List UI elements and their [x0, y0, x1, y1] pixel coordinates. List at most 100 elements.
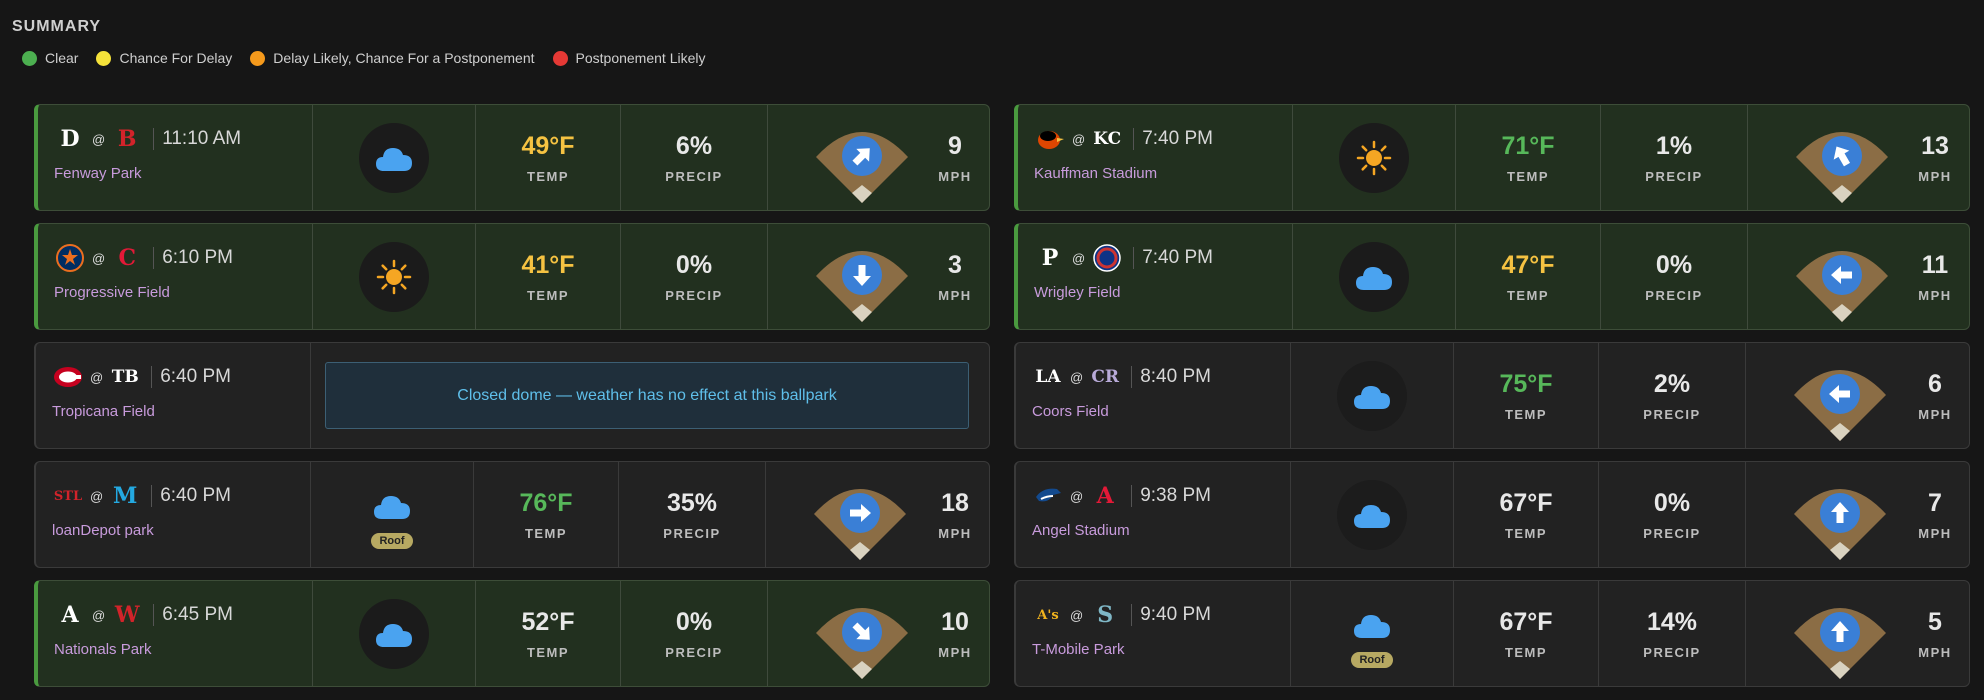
ballpark-name[interactable]: Fenway Park — [54, 165, 142, 182]
wind-field-icon — [1796, 132, 1888, 203]
ballpark-name[interactable]: Wrigley Field — [1034, 284, 1121, 301]
wind-speed: 3 MPH — [935, 224, 975, 329]
legend-item: Chance For Delay — [96, 50, 232, 66]
ballpark-name[interactable]: Progressive Field — [54, 284, 170, 301]
at-symbol: @ — [1072, 131, 1086, 147]
precipitation-value: 2% — [1653, 369, 1691, 398]
temperature-label: TEMP — [526, 287, 570, 303]
legend-label: Clear — [45, 50, 79, 66]
at-symbol: @ — [92, 250, 106, 266]
ballpark-name[interactable]: Nationals Park — [54, 641, 152, 658]
wind-speed-label: MPH — [1918, 644, 1952, 660]
page-title: SUMMARY — [12, 18, 102, 35]
weather-icon-circle — [359, 122, 429, 193]
game-info: @ TB 6:40 PM Tropicana Field — [36, 343, 311, 448]
ballpark-name[interactable]: Coors Field — [1032, 403, 1109, 420]
game-card[interactable]: A's @ S 9:40 PM T-Mobile Park Roof 67°F TEMP 14%… — [1014, 580, 1970, 687]
wind-cell: 18 MPH — [766, 462, 989, 567]
legend-dot — [96, 50, 112, 66]
wind-speed-label: MPH — [1918, 168, 1952, 184]
precipitation-cell: 0% PRECIP — [621, 581, 768, 686]
cloud-icon — [1354, 504, 1390, 528]
game-info: A's @ S 9:40 PM T-Mobile Park — [1016, 581, 1291, 686]
game-info: @ A 9:38 PM Angel Stadium — [1016, 462, 1291, 567]
games-grid: D @ B 11:10 AM Fenway Park 49°F TEMP 6% PRECIP 9 M… — [34, 104, 1970, 687]
legend-dot — [250, 50, 266, 66]
ballpark-name[interactable]: Kauffman Stadium — [1034, 165, 1158, 182]
temperature-label: TEMP — [1504, 525, 1548, 541]
wind-speed-value: 5 — [1928, 607, 1942, 636]
ballpark-name[interactable]: Angel Stadium — [1032, 522, 1130, 539]
temperature-value: 49°F — [521, 131, 575, 160]
ballpark-name[interactable]: loanDepot park — [52, 522, 154, 539]
precipitation-cell: 35% PRECIP — [619, 462, 766, 567]
roof-badge: Roof — [1351, 651, 1393, 668]
cloud-icon — [376, 147, 412, 171]
weather-icon-circle — [1339, 241, 1409, 312]
matchup: @ A 9:38 PM — [1032, 478, 1290, 514]
precipitation-value: 0% — [675, 607, 713, 636]
weather-cell — [1291, 343, 1454, 448]
wind-cell: 6 MPH — [1746, 343, 1969, 448]
astros-logo-icon — [56, 244, 84, 272]
game-card[interactable]: @ A 9:38 PM Angel Stadium 67°F TEMP 0% PRECIP 7 M… — [1014, 461, 1970, 568]
precipitation-cell: 0% PRECIP — [621, 224, 768, 329]
matchup: @ KC 7:40 PM — [1034, 121, 1292, 157]
matchup: @ C 6:10 PM — [54, 240, 312, 276]
game-card[interactable]: @ C 6:10 PM Progressive Field 41°F TEMP 0% PREC… — [34, 223, 990, 330]
temperature-cell: 52°F TEMP — [476, 581, 621, 686]
game-card[interactable]: LA @ CR 8:40 PM Coors Field 75°F TEMP 2% PRECIP 6… — [1014, 342, 1970, 449]
precipitation-cell: 0% PRECIP — [1599, 462, 1746, 567]
game-card[interactable]: A @ W 6:45 PM Nationals Park 52°F TEMP 0% PRECIP… — [34, 580, 990, 687]
away-team-logo — [52, 361, 84, 393]
game-card[interactable]: @ TB 6:40 PM Tropicana Field Closed dome — w… — [34, 342, 990, 449]
sun-icon — [1356, 140, 1392, 175]
temperature-label: TEMP — [526, 168, 570, 184]
weather-icon-circle — [1337, 600, 1407, 650]
cloud-icon — [1356, 266, 1392, 290]
cloud-icon — [1354, 614, 1390, 638]
wind-speed: 18 MPH — [935, 462, 975, 567]
precipitation-label: PRECIP — [663, 525, 721, 541]
temperature-value: 71°F — [1501, 131, 1555, 160]
away-team-logo — [54, 242, 86, 274]
wind-cell: 9 MPH — [768, 105, 989, 210]
precipitation-label: PRECIP — [1645, 287, 1703, 303]
wind-field-icon — [1794, 608, 1886, 679]
matchup: A's @ S 9:40 PM — [1032, 597, 1290, 633]
at-symbol: @ — [1072, 250, 1086, 266]
matchup: @ TB 6:40 PM — [52, 359, 310, 395]
wind-field-icon — [1794, 370, 1886, 441]
game-card[interactable]: @ KC 7:40 PM Kauffman Stadium 71°F TEMP 1% PREC… — [1014, 104, 1970, 211]
precipitation-cell: 1% PRECIP — [1601, 105, 1748, 210]
game-info: D @ B 11:10 AM Fenway Park — [38, 105, 313, 210]
precipitation-label: PRECIP — [1643, 525, 1701, 541]
precipitation-value: 0% — [675, 250, 713, 279]
away-team-logo: STL — [53, 488, 83, 504]
temperature-cell: 41°F TEMP — [476, 224, 621, 329]
game-info: @ KC 7:40 PM Kauffman Stadium — [1018, 105, 1293, 210]
at-symbol: @ — [1070, 369, 1084, 385]
ballpark-name[interactable]: Tropicana Field — [52, 403, 155, 420]
precipitation-label: PRECIP — [665, 287, 723, 303]
game-card[interactable]: D @ B 11:10 AM Fenway Park 49°F TEMP 6% PRECIP 9 M… — [34, 104, 990, 211]
home-team-logo: B — [117, 126, 137, 152]
temperature-value: 67°F — [1499, 488, 1553, 517]
wind-cell: 10 MPH — [768, 581, 989, 686]
status-legend: Clear Chance For Delay Delay Likely, Chanc… — [22, 50, 705, 66]
weather-icon-circle — [1339, 122, 1409, 193]
game-card[interactable]: STL @ M 6:40 PM loanDepot park Roof 76°F TEMP 35… — [34, 461, 990, 568]
weather-cell — [313, 224, 476, 329]
weather-icon-circle — [1337, 479, 1407, 550]
wind-field-icon — [814, 489, 906, 560]
wind-speed: 11 MPH — [1915, 224, 1955, 329]
cubs-logo-icon — [1093, 244, 1121, 272]
temperature-cell: 47°F TEMP — [1456, 224, 1601, 329]
game-card[interactable]: P @7:40 PM Wrigley Field 47°F TEMP 0% PRECIP 11… — [1014, 223, 1970, 330]
game-time: 7:40 PM — [1133, 247, 1213, 269]
wind-speed-value: 9 — [948, 131, 962, 160]
legend-dot — [22, 50, 37, 66]
ballpark-name[interactable]: T-Mobile Park — [1032, 641, 1125, 658]
game-time: 6:45 PM — [153, 604, 233, 626]
wind-speed: 10 MPH — [935, 581, 975, 686]
